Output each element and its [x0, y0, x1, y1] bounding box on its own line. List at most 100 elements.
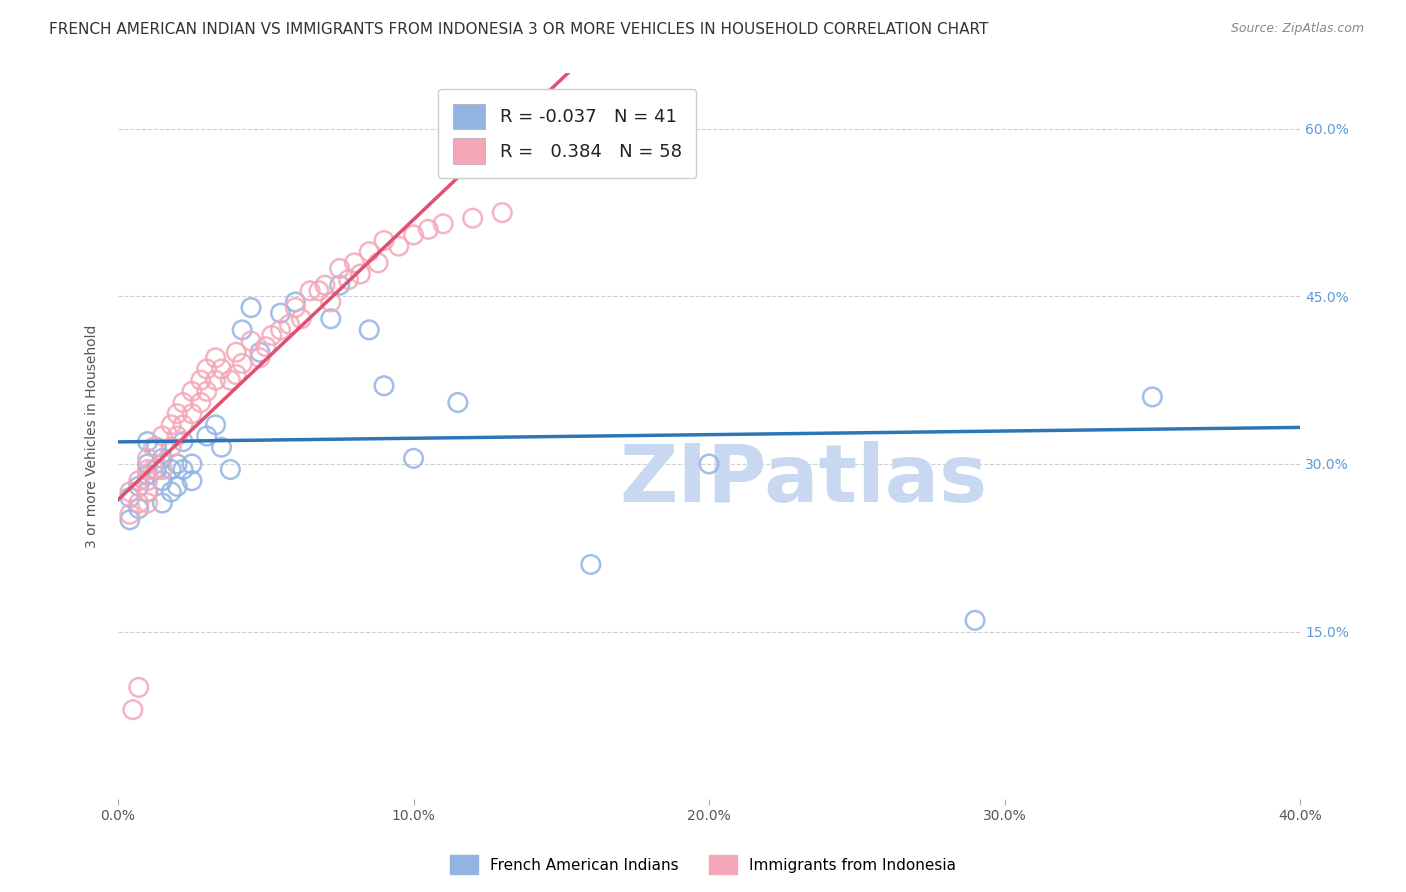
Point [367, 256, 389, 270]
Point [284, 301, 307, 315]
Point [204, 373, 226, 387]
Point [181, 407, 204, 421]
Point [388, 239, 411, 253]
Point [166, 429, 188, 443]
Point [1142, 390, 1164, 404]
Point [172, 462, 194, 476]
Point [181, 384, 204, 399]
Point [190, 395, 212, 409]
Point [166, 457, 188, 471]
Point [249, 345, 271, 359]
Point [150, 451, 173, 466]
Text: FRENCH AMERICAN INDIAN VS IMMIGRANTS FROM INDONESIA 3 OR MORE VEHICLES IN HOUSEH: FRENCH AMERICAN INDIAN VS IMMIGRANTS FRO… [49, 22, 988, 37]
Point [118, 507, 141, 521]
Point [240, 334, 263, 348]
Point [136, 484, 159, 499]
Point [136, 496, 159, 510]
Point [329, 278, 352, 293]
Point [359, 323, 381, 337]
Point [270, 306, 292, 320]
Point [121, 703, 143, 717]
Point [284, 295, 307, 310]
Point [418, 222, 440, 236]
Point [254, 340, 277, 354]
Point [373, 378, 395, 392]
Point [308, 284, 330, 298]
Point [145, 462, 167, 476]
Point [447, 395, 470, 409]
Point [211, 440, 233, 454]
Point [172, 434, 194, 449]
Point [150, 474, 173, 488]
Point [190, 373, 212, 387]
Text: ZIPatlas: ZIPatlas [620, 441, 988, 518]
Point [195, 429, 218, 443]
Point [160, 417, 183, 432]
Point [142, 462, 165, 476]
Point [373, 234, 395, 248]
Point [299, 284, 322, 298]
Point [461, 211, 484, 226]
Point [150, 496, 173, 510]
Point [118, 513, 141, 527]
Legend: R = -0.037   N = 41, R =   0.384   N = 58: R = -0.037 N = 41, R = 0.384 N = 58 [439, 89, 696, 178]
Point [145, 440, 167, 454]
Point [319, 295, 342, 310]
Point [142, 440, 165, 454]
Point [697, 457, 720, 471]
Point [204, 351, 226, 365]
Point [128, 474, 150, 488]
Point [128, 501, 150, 516]
Point [219, 462, 242, 476]
Point [290, 311, 312, 326]
Point [136, 457, 159, 471]
Point [128, 496, 150, 510]
Point [128, 681, 150, 695]
Point [319, 311, 342, 326]
Point [128, 479, 150, 493]
Y-axis label: 3 or more Vehicles in Household: 3 or more Vehicles in Household [86, 325, 100, 548]
Point [160, 462, 183, 476]
Point [204, 417, 226, 432]
Point [231, 323, 253, 337]
Point [219, 373, 242, 387]
Point [963, 613, 986, 627]
Point [136, 434, 159, 449]
Point [491, 205, 513, 219]
Point [349, 267, 371, 281]
Point [181, 457, 204, 471]
Point [231, 356, 253, 370]
Point [136, 474, 159, 488]
Point [172, 395, 194, 409]
Point [150, 462, 173, 476]
Point [118, 491, 141, 505]
Point [249, 351, 271, 365]
Point [579, 558, 602, 572]
Point [136, 451, 159, 466]
Text: Source: ZipAtlas.com: Source: ZipAtlas.com [1230, 22, 1364, 36]
Point [166, 407, 188, 421]
Point [402, 227, 425, 242]
Point [166, 479, 188, 493]
Point [278, 318, 301, 332]
Point [314, 278, 336, 293]
Point [181, 474, 204, 488]
Point [359, 244, 381, 259]
Point [240, 301, 263, 315]
Point [402, 451, 425, 466]
Point [150, 429, 173, 443]
Point [329, 261, 352, 276]
Legend: French American Indians, Immigrants from Indonesia: French American Indians, Immigrants from… [444, 849, 962, 880]
Point [225, 345, 247, 359]
Point [211, 362, 233, 376]
Point [172, 417, 194, 432]
Point [160, 440, 183, 454]
Point [195, 362, 218, 376]
Point [432, 217, 454, 231]
Point [136, 484, 159, 499]
Point [343, 256, 366, 270]
Point [225, 368, 247, 382]
Point [160, 484, 183, 499]
Point [270, 323, 292, 337]
Point [260, 328, 283, 343]
